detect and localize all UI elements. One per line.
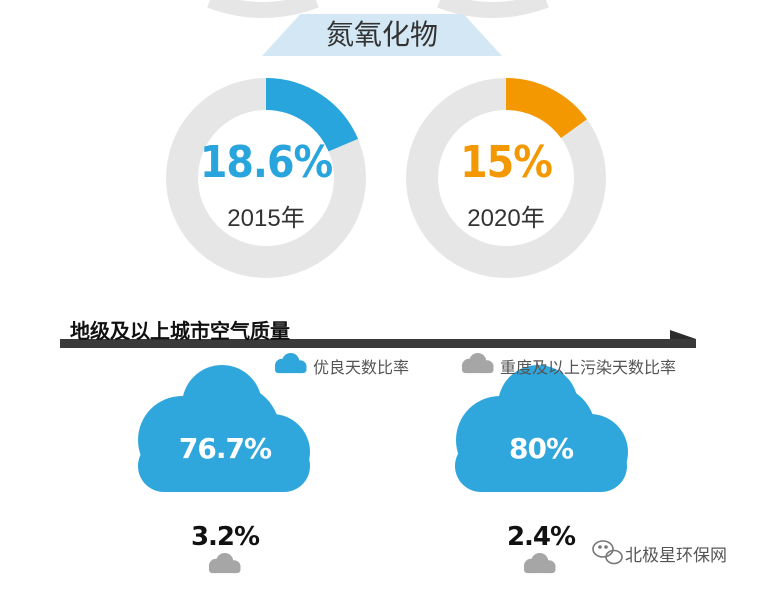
severe-cloud-left <box>208 553 241 574</box>
good-days-cloud-right <box>455 365 628 492</box>
donut-value-2020: 15% <box>460 137 553 188</box>
good-days-cloud-left <box>138 365 310 492</box>
watermark-text: 北极星环保网 <box>625 546 727 566</box>
donut-value-2015: 18.6% <box>199 137 333 188</box>
title-ribbon <box>262 14 502 56</box>
blue-cloud-icon <box>274 353 307 374</box>
section-rule <box>60 339 696 348</box>
partial-ring-left <box>207 0 319 18</box>
donut-arc-2020 <box>505 78 587 139</box>
wechat-icon <box>592 540 623 565</box>
donut-arc-2015 <box>265 78 359 152</box>
severe-cloud-right <box>523 553 556 574</box>
severe-days-2020: 2.4% <box>506 522 576 552</box>
legend-severe-days: 重度及以上污染天数比率 <box>500 358 677 377</box>
legend-good-days: 优良天数比率 <box>313 358 410 377</box>
donut-year-2020: 2020年 <box>467 205 545 232</box>
donut-year-2015: 2015年 <box>227 205 305 232</box>
section-title: 地级及以上城市空气质量 <box>70 319 290 343</box>
severe-days-2015: 3.2% <box>190 522 260 552</box>
section-rule-fold <box>670 330 696 339</box>
chart-title: 氮氧化物 <box>325 18 438 51</box>
partial-ring-right <box>437 0 549 18</box>
good-days-2015: 76.7% <box>178 432 272 465</box>
gray-cloud-icon <box>461 353 494 374</box>
good-days-2020: 80% <box>508 432 574 465</box>
